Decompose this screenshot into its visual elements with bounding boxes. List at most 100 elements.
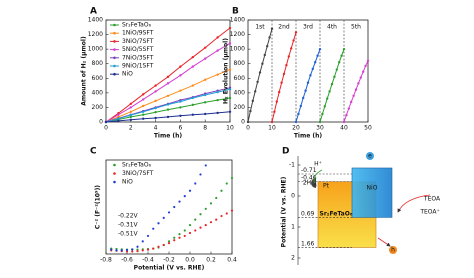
legend-marker — [113, 163, 116, 167]
data-point — [228, 42, 232, 45]
data-point — [136, 250, 139, 253]
data-point — [166, 82, 170, 85]
data-point — [191, 103, 194, 107]
data-point — [136, 245, 139, 248]
x-tick-label: -0.6 — [121, 257, 133, 264]
hole — [389, 246, 397, 254]
series-line — [295, 48, 321, 123]
plot-frame — [105, 19, 231, 123]
data-point — [204, 93, 207, 97]
data-point — [350, 100, 353, 104]
data-point — [220, 189, 223, 192]
data-point — [179, 74, 182, 77]
panel-label: B — [232, 7, 239, 17]
data-point — [199, 173, 202, 176]
data-point — [154, 110, 157, 114]
legend-marker — [113, 180, 116, 184]
level-label: -0.71 — [301, 167, 317, 174]
data-point — [179, 100, 182, 103]
data-point — [146, 234, 150, 238]
x-tick-label: 6 — [178, 125, 182, 132]
data-point — [154, 99, 157, 103]
x-tick-label: 0 — [246, 125, 250, 132]
data-point — [183, 234, 186, 238]
data-point — [263, 53, 266, 57]
data-point — [323, 105, 326, 108]
diagram-label: TEOA — [423, 196, 441, 203]
data-point — [318, 47, 322, 51]
data-point — [194, 182, 197, 185]
data-point — [280, 81, 283, 84]
data-point — [178, 233, 181, 236]
data-point — [347, 107, 350, 110]
legend-marker — [113, 56, 116, 60]
legend-label: 1NiO/9SFT — [122, 30, 154, 37]
data-point — [131, 248, 134, 251]
data-point — [254, 90, 257, 93]
data-point — [154, 84, 157, 87]
legend-marker — [113, 172, 116, 175]
data-point — [306, 81, 310, 84]
series-line — [247, 28, 273, 123]
y-tick-label: 400 — [234, 89, 246, 96]
data-point — [225, 182, 228, 185]
data-point — [191, 65, 194, 68]
electron — [366, 152, 374, 160]
data-point — [162, 216, 165, 219]
y-tick-label: 1400 — [88, 17, 103, 24]
data-point — [230, 209, 234, 212]
data-point — [309, 74, 312, 77]
data-point — [110, 248, 113, 251]
data-point — [228, 68, 232, 71]
data-point — [173, 239, 176, 242]
data-point — [204, 57, 207, 60]
x-tick-label: 30 — [316, 125, 324, 132]
y-tick-label: 1400 — [230, 17, 245, 24]
data-point — [299, 104, 302, 108]
diagram-label: H⁺ — [314, 161, 322, 168]
y-tick-label: 1200 — [230, 31, 245, 38]
cocatalyst-label: NiO — [367, 185, 378, 192]
data-point — [154, 90, 157, 93]
data-point — [179, 89, 182, 92]
data-point — [209, 202, 213, 205]
legend-label: NiO — [122, 71, 133, 78]
diagram-label: Pt — [323, 183, 330, 190]
data-point — [142, 113, 145, 116]
level-label: -0.46 — [301, 175, 317, 182]
y-axis-title: H₂ Evolution (μmol) — [223, 38, 230, 104]
data-point — [204, 207, 207, 210]
data-point — [142, 110, 145, 114]
data-point — [129, 115, 132, 119]
cycle-label: 2nd — [278, 24, 290, 31]
legend-label: 3NiO/7SFT — [122, 38, 154, 45]
data-point — [191, 55, 194, 59]
data-point — [359, 76, 362, 79]
data-point — [354, 88, 358, 91]
data-point — [173, 236, 176, 239]
data-point — [199, 226, 202, 229]
data-point — [287, 55, 290, 58]
data-point — [104, 120, 108, 124]
semiconductor-label: Sr₂FeTaO₆ — [320, 211, 353, 218]
data-point — [362, 70, 365, 73]
cycle-label: 1st — [255, 24, 265, 31]
data-point — [290, 47, 293, 50]
data-point — [154, 106, 157, 110]
data-point — [333, 75, 336, 79]
data-point — [275, 100, 278, 103]
cycle-label: 5th — [351, 24, 361, 31]
legend-marker — [113, 48, 116, 51]
y-tick-label: 400 — [92, 89, 104, 96]
x-axis-title: Time (h) — [294, 133, 323, 140]
data-point — [216, 49, 219, 52]
data-point — [179, 106, 182, 109]
x-tick-label: 20 — [292, 125, 300, 132]
x-tick-label: -0.2 — [163, 257, 175, 264]
data-point — [357, 82, 360, 85]
data-point — [335, 68, 338, 71]
data-point — [261, 62, 264, 65]
x-axis-title: Potential (V vs. RHE) — [134, 265, 205, 272]
data-point — [228, 88, 232, 91]
data-point — [216, 73, 219, 76]
